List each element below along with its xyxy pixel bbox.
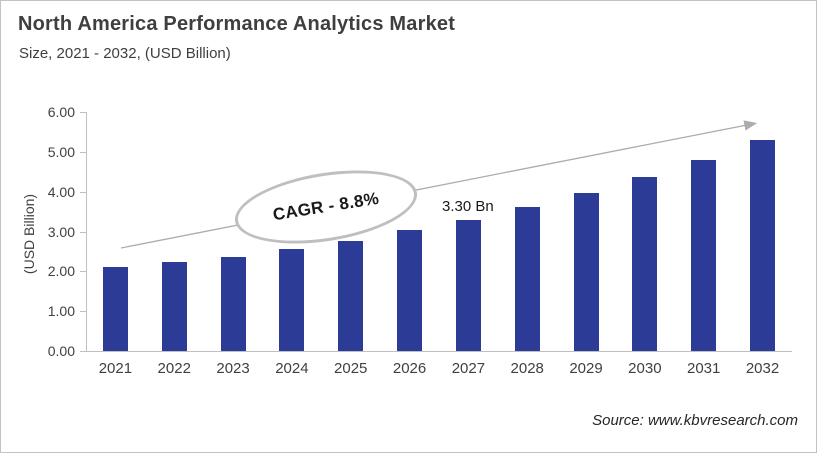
bar-2025 <box>338 240 364 351</box>
y-tick-label-5.00: 5.00 <box>47 143 75 160</box>
bar-slot-2031 <box>674 112 733 351</box>
x-tick-label-2031: 2031 <box>687 360 721 377</box>
x-tick-label-2026: 2026 <box>392 360 427 377</box>
y-tick-label-1.00: 1.00 <box>47 303 75 320</box>
x-axis-labels: 2021 2022 2023 2024 2025 2026 2027 2028 2029 2030… <box>86 360 792 377</box>
y-tick-label-0.00: 0.00 <box>47 343 75 359</box>
y-tick-label-4.00: 4.00 <box>47 183 75 200</box>
bar-slot-2032 <box>733 112 792 351</box>
bar-slot-2030 <box>615 112 674 351</box>
bar-2029 <box>573 192 599 351</box>
bars-area <box>86 112 792 351</box>
x-tick-label-2032: 2032 <box>745 360 780 377</box>
bar-slot-2028 <box>498 112 557 351</box>
x-tick-label-2025: 2025 <box>334 360 368 377</box>
y-tick-mark <box>80 112 87 113</box>
bar-slot-2022 <box>145 112 204 351</box>
bar-2021 <box>102 267 128 351</box>
bar-2030 <box>632 176 658 351</box>
bar-2028 <box>514 207 540 351</box>
bar-slot-2023 <box>204 112 263 351</box>
y-tick-mark <box>80 351 87 352</box>
bar-slot-2027 <box>439 112 498 351</box>
y-tick-mark <box>80 151 87 153</box>
bar-slot-2024 <box>262 112 321 351</box>
bar-slot-2021 <box>86 112 145 351</box>
y-tick-label-6.00: 6.00 <box>47 104 75 120</box>
x-tick-label-2027: 2027 <box>451 360 486 377</box>
bar-2022 <box>161 262 187 351</box>
page-title: North America Performance Analytics Mark… <box>18 13 456 35</box>
y-tick-mark <box>80 271 87 273</box>
data-label-2027: 3.30 Bn <box>442 198 494 215</box>
bar-2023 <box>220 257 246 351</box>
x-tick-label-2022: 2022 <box>157 360 191 377</box>
x-tick-label-2030: 2030 <box>628 360 662 377</box>
x-tick-label-2023: 2023 <box>216 360 250 377</box>
cagr-label: CAGR - 8.8% <box>271 188 381 225</box>
y-tick-mark <box>80 311 87 313</box>
x-axis-line <box>86 351 792 352</box>
bar-2032 <box>750 140 776 351</box>
x-tick-label-2029: 2029 <box>569 360 603 377</box>
y-axis-line <box>86 112 87 352</box>
y-tick-mark <box>80 231 87 233</box>
bar-2024 <box>279 249 305 351</box>
y-tick-mark <box>80 191 87 193</box>
source-text: Source: www.kbvresearch.com <box>592 412 798 429</box>
x-tick-label-2028: 2028 <box>510 360 544 377</box>
page-subtitle: Size, 2021 - 2032, (USD Billion) <box>19 45 231 62</box>
bar-slot-2025 <box>321 112 380 351</box>
bar-2027 <box>455 219 481 351</box>
bar-2031 <box>691 160 717 351</box>
y-tick-label-2.00: 2.00 <box>47 263 75 280</box>
x-tick-label-2024: 2024 <box>275 360 309 377</box>
x-tick-label-2021: 2021 <box>98 360 133 377</box>
bar-slot-2029 <box>557 112 616 351</box>
bar-slot-2026 <box>380 112 439 351</box>
y-tick-label-3.00: 3.00 <box>47 223 75 240</box>
bar-2026 <box>397 230 423 351</box>
